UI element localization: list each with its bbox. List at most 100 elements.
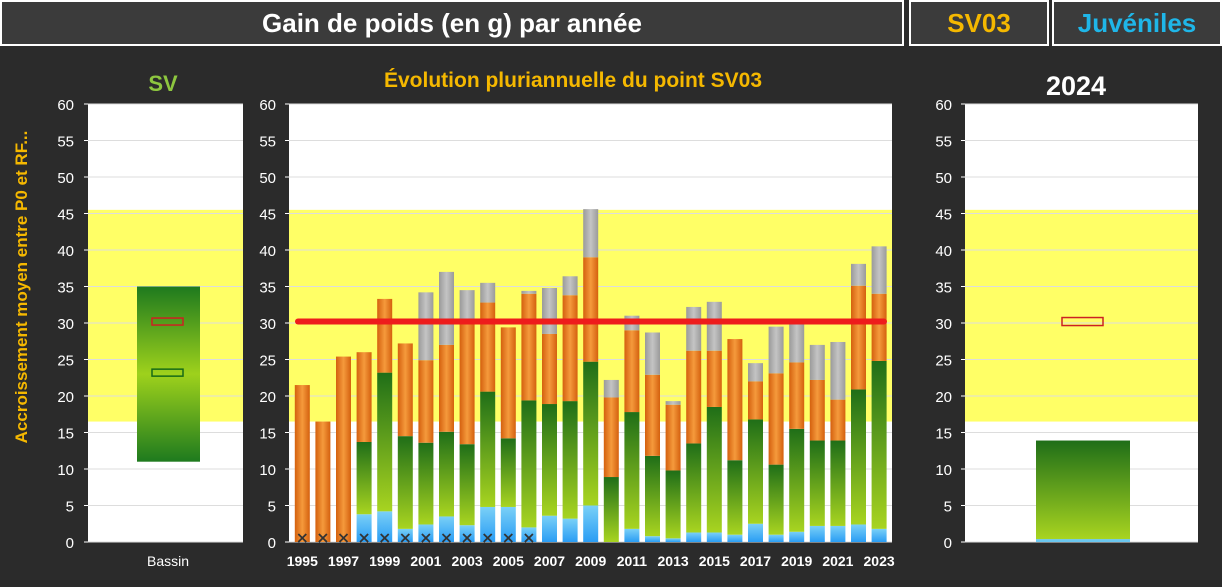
y24-y-tick-label: 40 [935, 243, 952, 260]
ev-y-tick-label: 40 [259, 243, 276, 260]
chart-sv: SV 0 5 10 15 20 25 30 35 40 45 50 55 60 Bassin [57, 71, 243, 569]
bar-2013-blue [665, 538, 681, 542]
bar-2018-orange [768, 373, 784, 465]
charts-area: Accroissement moyen entre P0 et RF... SV… [12, 69, 1198, 569]
bar-2003-orange [459, 319, 475, 445]
bar-2022-grey [851, 263, 866, 286]
chart-sv-y-ticks: 0 5 10 15 20 25 30 35 40 45 50 55 60 [57, 97, 88, 552]
bar-2017-green [748, 419, 763, 524]
bar-2007-orange [542, 333, 557, 405]
ev-y-tick-label: 25 [259, 353, 276, 370]
bar-2014-green [686, 443, 702, 533]
bar-2019-orange [789, 362, 805, 429]
bar-2023-blue [871, 528, 887, 542]
bar-2002-orange [439, 344, 454, 432]
bar-2004-orange [480, 302, 496, 392]
x-tick-2009: 2009 [575, 553, 606, 569]
bar-2013-orange [665, 404, 681, 471]
bar-2011-blue [624, 528, 640, 542]
chart-2024-gridlines [965, 103, 1198, 543]
bar-2004-blue [480, 506, 496, 542]
bar-2001-blue [418, 524, 434, 542]
y24-y-tick-label: 10 [935, 462, 952, 479]
y24-y-tick-label: 15 [935, 426, 952, 443]
bar-2021-green [830, 440, 846, 526]
y24-y-tick-label: 55 [935, 134, 952, 151]
chart-2024-reference-band [965, 209, 1198, 422]
bar-2005-blue [500, 506, 516, 542]
bar-2015-blue [706, 532, 722, 542]
bar-1999-green [377, 372, 393, 512]
bar-2011-orange [624, 330, 640, 413]
bar-2001-green [418, 442, 434, 525]
sv-y-tick-label: 0 [66, 535, 74, 552]
bar-2002-green [439, 431, 454, 517]
x-tick-2019: 2019 [781, 553, 812, 569]
x-tick-2013: 2013 [658, 553, 689, 569]
y24-y-tick-label: 60 [935, 97, 952, 114]
bar-2014-blue [686, 532, 702, 542]
bar-2009-green [583, 361, 599, 506]
bar-2007-grey [542, 287, 557, 334]
bar-2011-green [624, 412, 640, 529]
marker-green [151, 368, 184, 377]
ev-y-tick-label: 0 [268, 535, 276, 552]
bar-2016-blue [727, 534, 743, 542]
x-tick-1999: 1999 [369, 553, 400, 569]
bar-2023-orange [871, 293, 887, 361]
y24-y-tick-label: 35 [935, 280, 952, 297]
bar-1999-orange [377, 298, 393, 373]
header-life-stage: Juvéniles [1052, 0, 1222, 46]
bar-2004-grey [480, 282, 496, 303]
bar-2007-green [542, 404, 557, 516]
bar-2014-grey [686, 306, 702, 351]
bar-2014-orange [686, 350, 702, 444]
ev-y-tick-label: 20 [259, 389, 276, 406]
bar-2018-grey [768, 326, 784, 374]
missing-marker-2006 [524, 533, 534, 543]
sv-y-tick-label: 10 [57, 462, 74, 479]
site-text: SV03 [947, 7, 1011, 38]
ev-y-tick-label: 15 [259, 426, 276, 443]
bar-2023-green [871, 360, 887, 529]
bar-2003-grey [459, 290, 475, 320]
sv-y-tick-label: 40 [57, 243, 74, 260]
ev-y-tick-label: 10 [259, 462, 276, 479]
bar-2022-orange [851, 285, 866, 390]
ev-y-tick-label: 35 [259, 280, 276, 297]
bar-2015-orange [706, 350, 722, 407]
missing-marker-2001 [421, 533, 431, 543]
bar-2002-grey [439, 271, 454, 345]
missing-marker-2003 [462, 533, 472, 543]
bar-2019-blue [789, 531, 805, 542]
bar-2009-orange [583, 257, 599, 362]
bar-2016-green [727, 460, 743, 535]
bar-2001-grey [418, 292, 434, 361]
x-tick-bassin: Bassin [147, 553, 189, 569]
bar-1997-orange [336, 356, 351, 542]
bar-2008-blue [562, 518, 578, 542]
bar-2006-grey [521, 290, 537, 294]
x-tick-2005: 2005 [493, 553, 524, 569]
bar-2000-green [397, 436, 413, 529]
bar-2002-blue [439, 516, 454, 542]
marker-red-2024 [1061, 316, 1104, 327]
bar-2007-blue [542, 515, 557, 542]
bar-2018-blue [768, 534, 784, 542]
ev-y-tick-label: 30 [259, 316, 276, 333]
range-bar-bassin [137, 286, 200, 462]
bar-2010-orange [603, 397, 619, 478]
bar-2015-green [706, 406, 722, 533]
y24-y-tick-label: 50 [935, 170, 952, 187]
bar-2021-blue [830, 525, 846, 542]
bar-2003-green [459, 444, 475, 526]
bar-2006-blue [521, 527, 537, 542]
bar-2006-green [521, 400, 537, 528]
sv-y-tick-label: 35 [57, 280, 74, 297]
bar-2017-orange [748, 381, 763, 420]
title-text: Gain de poids (en g) par année [262, 7, 642, 38]
bar-2012-blue [645, 536, 660, 542]
header-title: Gain de poids (en g) par année [0, 0, 904, 46]
bar-2005-orange [500, 327, 516, 439]
bar-1998-orange [356, 352, 372, 442]
